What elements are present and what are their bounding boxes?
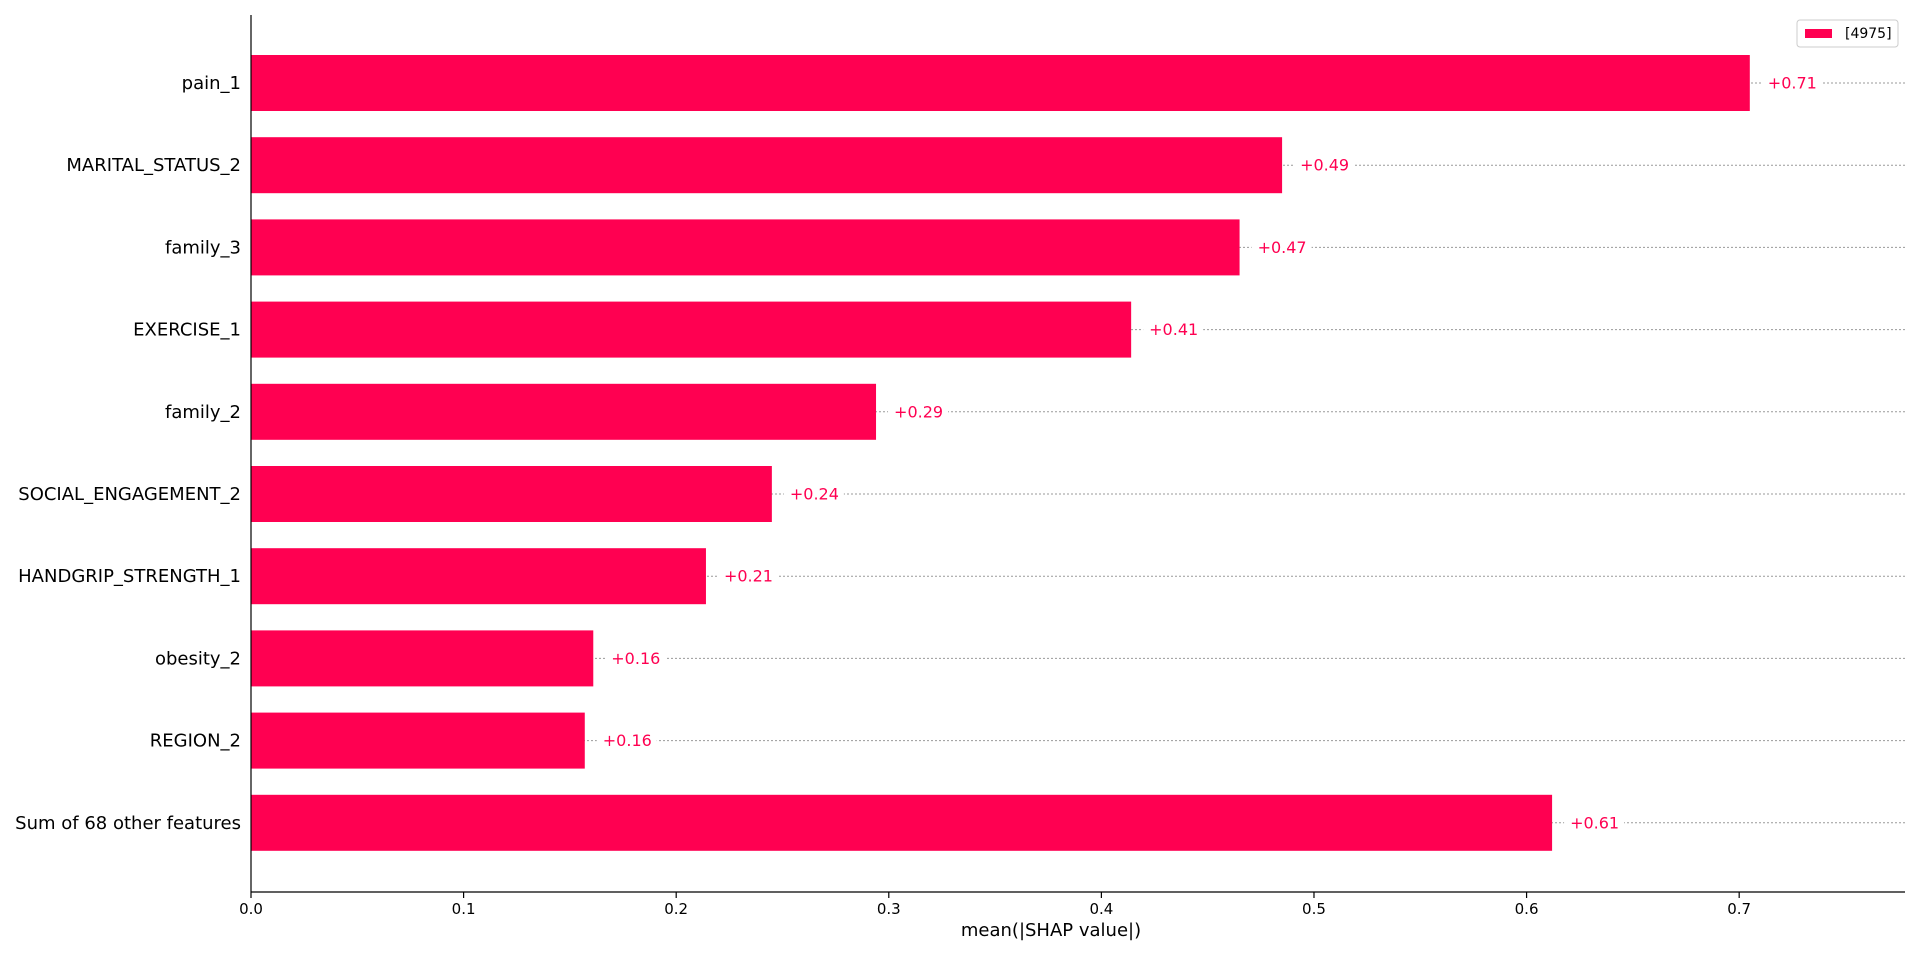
value-label: +0.41 (1149, 320, 1198, 339)
x-tick-label: 0.6 (1515, 900, 1539, 918)
feature-label: REGION_2 (150, 731, 241, 752)
feature-label: Sum of 68 other features (15, 813, 241, 834)
bar (251, 301, 1132, 358)
value-label: +0.21 (724, 567, 773, 586)
value-label: +0.61 (1570, 813, 1619, 832)
value-label-backing (1761, 73, 1822, 93)
value-label-backing (1251, 237, 1312, 258)
feature-label: family_3 (165, 237, 241, 258)
legend-label: [4975] (1845, 26, 1892, 42)
value-label: +0.47 (1258, 238, 1307, 257)
value-label: +0.16 (603, 731, 652, 750)
feature-labels: pain_1 MARITAL_STATUS_2 family_3 EXERCISE_1… (15, 73, 241, 834)
feature-label: EXERCISE_1 (133, 320, 241, 341)
value-label-backing (717, 566, 778, 587)
feature-label: SOCIAL_ENGAGEMENT_2 (18, 484, 241, 505)
bar (251, 548, 706, 605)
feature-label: MARITAL_STATUS_2 (66, 155, 241, 176)
x-tick-label: 0.5 (1302, 900, 1326, 918)
x-ticks: 0.0 0.1 0.2 0.3 0.4 0.5 0.6 0.7 (239, 892, 1751, 918)
bar (251, 137, 1283, 194)
axes (250, 15, 1905, 893)
bars (251, 55, 1750, 851)
bar (251, 794, 1553, 851)
x-tick-label: 0.4 (1089, 900, 1113, 918)
x-tick-label: 0.1 (452, 900, 476, 918)
value-label-backing (888, 401, 949, 422)
value-label: +0.71 (1768, 74, 1817, 93)
value-label: +0.29 (894, 402, 943, 421)
value-label-backing (1564, 812, 1625, 833)
bar (251, 466, 772, 522)
bar (251, 219, 1240, 276)
value-label-backing (596, 730, 657, 751)
legend-box (1796, 19, 1899, 48)
value-label: +0.49 (1300, 156, 1349, 175)
x-tick-label: 0.0 (239, 900, 263, 918)
bar (251, 383, 877, 440)
value-label-backing (605, 648, 666, 669)
value-label-backing (783, 484, 844, 504)
feature-label: family_2 (165, 402, 241, 423)
feature-label: obesity_2 (155, 648, 241, 669)
feature-label: pain_1 (182, 73, 241, 94)
legend: [4975] (1796, 19, 1899, 48)
value-label: +0.24 (790, 485, 839, 504)
x-tick-label: 0.7 (1727, 900, 1751, 918)
legend-swatch (1805, 29, 1832, 38)
bar (251, 712, 585, 769)
x-tick-label: 0.2 (664, 900, 688, 918)
guide-lines (251, 82, 1905, 824)
value-label-backing (1294, 155, 1355, 176)
bar (251, 630, 594, 687)
value-labels: +0.71 +0.49 +0.47 +0.41 +0.29 +0.24 +0.21 +0.16… (596, 73, 1822, 833)
bar (251, 55, 1750, 111)
value-label: +0.16 (611, 649, 660, 668)
x-tick-label: 0.3 (877, 900, 901, 918)
value-label-backing (1143, 319, 1204, 340)
feature-label: HANDGRIP_STRENGTH_1 (18, 566, 241, 587)
x-axis-title: mean(|SHAP value|) (961, 920, 1141, 941)
